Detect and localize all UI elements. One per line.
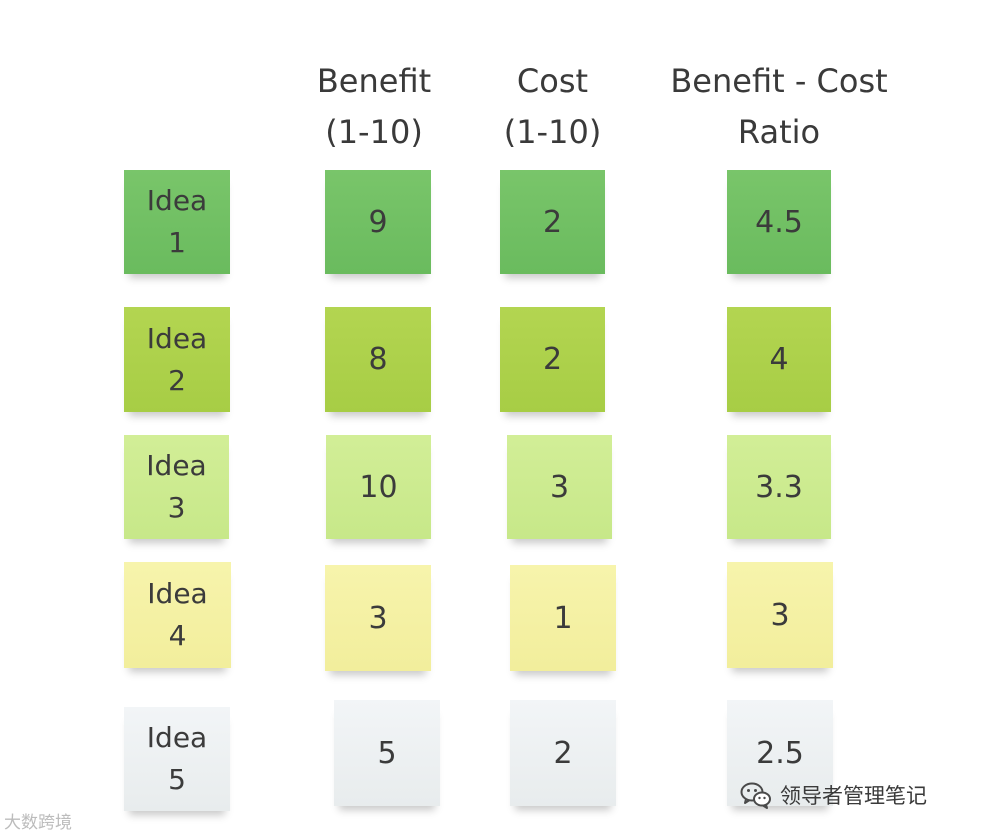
header-ratio-line-2: Ratio [737, 113, 821, 151]
watermark-left-text: 大数跨境 [4, 813, 72, 833]
header-benefit-line-2: (1-10) [325, 113, 423, 151]
idea-note-5-number: 5 [168, 763, 186, 796]
watermark-right-text: 领导者管理笔记 [780, 784, 927, 808]
header-ratio-line-1: Benefit - Cost [670, 62, 888, 100]
header-benefit: Benefit (1-10) [300, 56, 448, 158]
header-cost-line-1: Cost [516, 62, 589, 100]
idea-note-1: Idea 1 [124, 170, 230, 274]
idea-note-4: Idea 4 [124, 562, 231, 668]
cost-note-1: 2 [500, 170, 605, 274]
benefit-note-4: 3 [325, 565, 431, 671]
cost-note-5: 2 [510, 700, 616, 806]
ratio-note-1: 4.5 [727, 170, 831, 274]
idea-note-4-number: 4 [168, 619, 187, 652]
benefit-note-5: 5 [334, 700, 440, 806]
header-ratio: Benefit - Cost Ratio [650, 56, 908, 158]
idea-note-1-word: Idea [146, 184, 208, 217]
watermark-right: 领导者管理笔记 [740, 780, 927, 810]
watermark-left: 大数跨境 [4, 808, 72, 833]
idea-note-2-word: Idea [146, 321, 208, 355]
idea-note-3: Idea 3 [124, 435, 229, 539]
wechat-icon [740, 782, 771, 809]
header-benefit-line-1: Benefit [316, 62, 432, 100]
idea-note-2-number: 2 [168, 363, 186, 397]
benefit-note-3: 10 [326, 435, 431, 539]
idea-note-1-number: 1 [168, 226, 186, 259]
ratio-note-3: 3.3 [727, 435, 831, 539]
cost-note-3: 3 [507, 435, 612, 539]
idea-note-4-word: Idea [147, 577, 208, 610]
header-cost-line-2: (1-10) [503, 113, 602, 151]
idea-note-3-number: 3 [167, 491, 186, 524]
cost-note-2: 2 [500, 307, 605, 412]
ratio-note-4: 3 [727, 562, 833, 668]
idea-note-2: Idea 2 [124, 307, 230, 412]
idea-note-3-word: Idea [146, 449, 207, 482]
benefit-note-1: 9 [325, 170, 431, 274]
benefit-note-2: 8 [325, 307, 431, 412]
cost-note-4: 1 [510, 565, 616, 671]
idea-note-5-word: Idea [146, 721, 208, 754]
idea-note-5: Idea 5 [124, 707, 230, 811]
ratio-note-2: 4 [727, 307, 831, 412]
ratio-note-5: 2.5 [727, 700, 833, 806]
header-cost: Cost (1-10) [480, 56, 625, 158]
